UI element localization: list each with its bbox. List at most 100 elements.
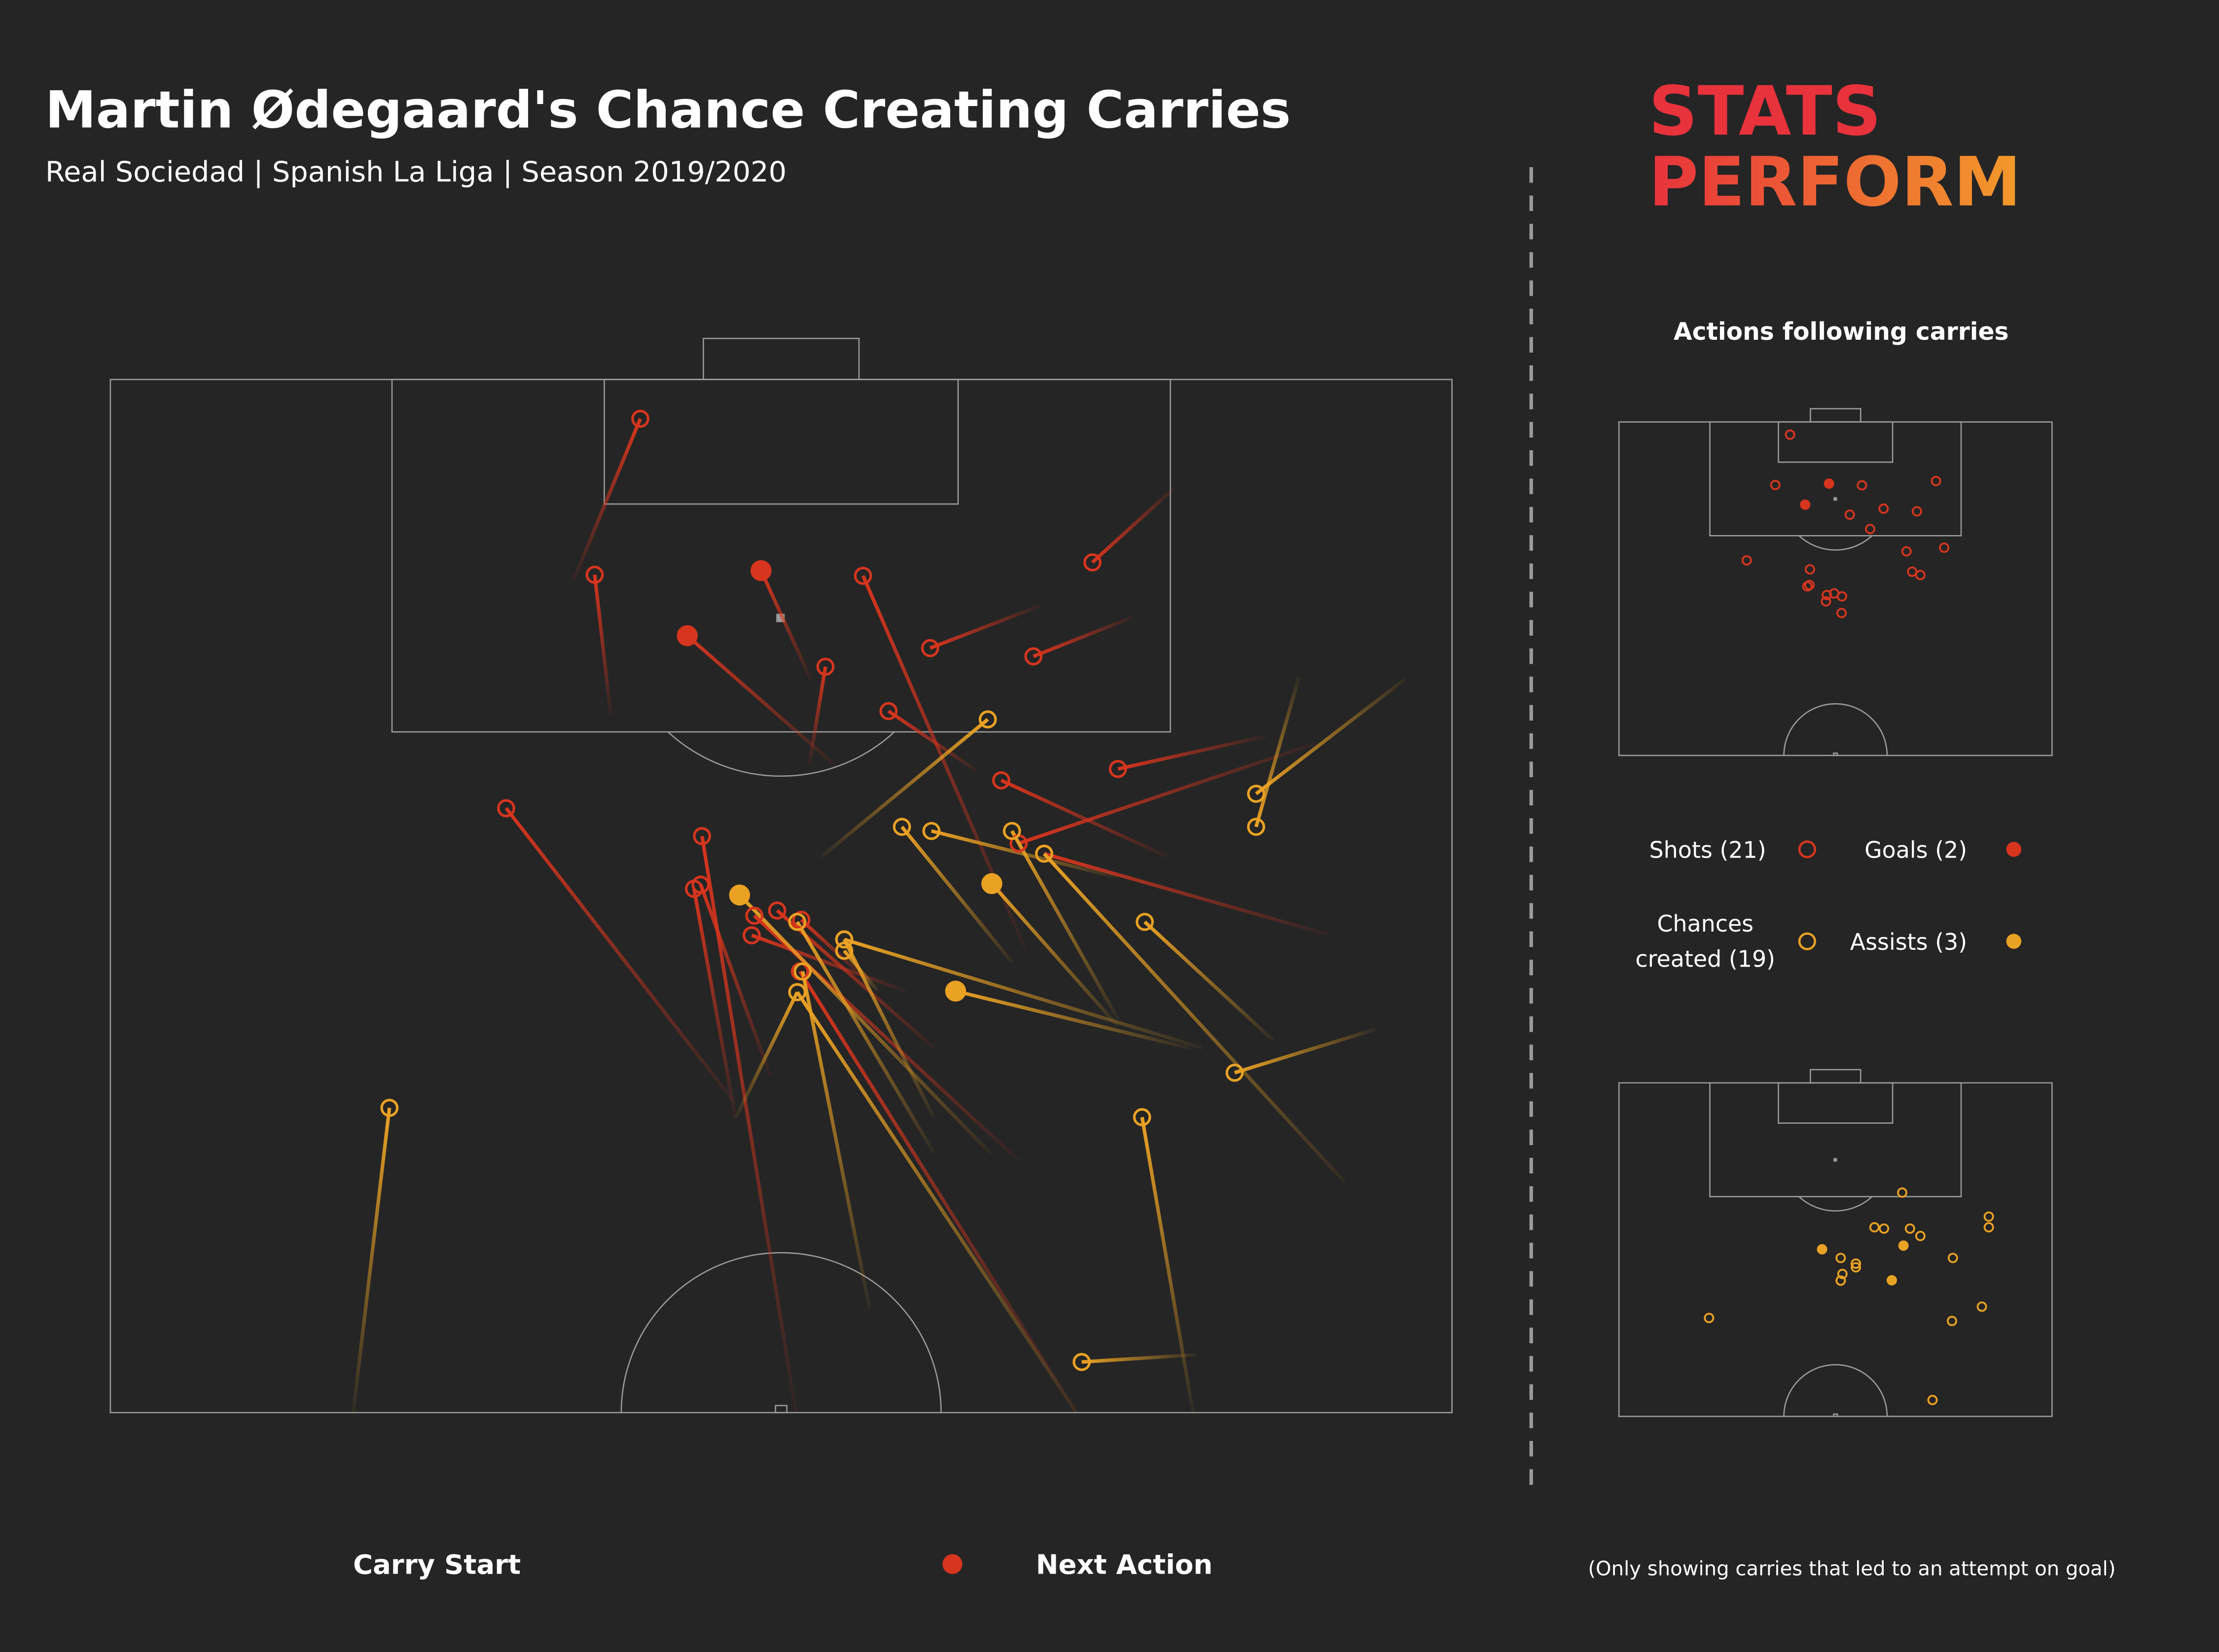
inset-action: [1785, 429, 1795, 440]
carry-line: [734, 991, 799, 1119]
carry-line: [692, 888, 738, 1119]
inset-action: [1898, 1240, 1909, 1251]
inset-action: [1821, 596, 1831, 607]
subtitle: Real Sociedad | Spanish La Liga | Season…: [45, 155, 787, 188]
carry-line: [759, 570, 813, 680]
carry-line: [1117, 734, 1267, 771]
next-action: [992, 771, 1010, 790]
next-action: [768, 901, 787, 920]
carry-line: [844, 937, 1203, 1050]
legend-marker: [1798, 840, 1816, 859]
next-action: [1136, 913, 1154, 931]
carry-line: [1081, 1353, 1196, 1364]
next-action: [745, 906, 764, 925]
inset-action: [1947, 1253, 1958, 1263]
next-action: [1133, 1108, 1151, 1126]
carry-line: [593, 575, 613, 716]
inset-action: [1907, 566, 1918, 577]
legend-marker: [2006, 842, 2022, 857]
inset-action: [1835, 1275, 1846, 1286]
carry-line: [738, 894, 992, 1155]
inset-action: [1869, 1222, 1880, 1233]
carry-line: [1144, 920, 1275, 1042]
next-action: [1247, 818, 1265, 836]
inset-action: [1939, 542, 1950, 553]
carry-line: [990, 882, 1119, 1028]
carry-line: [751, 934, 907, 993]
carry-line: [699, 884, 772, 1077]
next-action: [1024, 647, 1043, 666]
inset-action: [1704, 1313, 1715, 1324]
carry-line: [1042, 852, 1346, 1184]
inset-action: [1770, 479, 1781, 490]
carries: Shots (21) Goals (2) Chances created (19) As…: [351, 409, 2022, 1414]
inset-action: [1857, 480, 1867, 491]
next-action: [1247, 785, 1265, 803]
next-action: [1035, 844, 1053, 863]
carry-line: [795, 921, 936, 1154]
note: (Only showing carries that led to an att…: [1588, 1558, 2115, 1580]
legend-marker: [2006, 934, 2022, 949]
next-action: [729, 884, 751, 906]
legend-marker: [1798, 932, 1816, 950]
legend-label: Shots (21): [1649, 837, 1766, 863]
carry-line: [504, 807, 737, 1105]
inset-action: [1800, 499, 1811, 510]
carry-line: [900, 826, 1013, 964]
inset-action: [1983, 1211, 1994, 1222]
carry-line: [955, 989, 1190, 1050]
next-action: [677, 625, 698, 646]
inset-title: Actions following carries: [1674, 318, 2009, 346]
next-action: [1002, 822, 1021, 840]
carry-line: [1254, 676, 1301, 827]
next-action: [835, 941, 854, 960]
carry-line: [842, 938, 936, 1119]
legend-label: Assists (3): [1850, 929, 1967, 955]
carry-line: [351, 1108, 392, 1413]
next-action: [921, 639, 939, 657]
inset-action: [1983, 1222, 1994, 1233]
carry-lines: [351, 418, 1406, 1414]
carry-line: [1018, 741, 1317, 845]
next-action: [816, 657, 835, 676]
next-action: [793, 962, 812, 981]
next-action: [788, 983, 807, 1002]
next-action: [835, 930, 854, 949]
inset-action: [1837, 1268, 1848, 1279]
inset-action: [1901, 546, 1912, 557]
carry-line: [1000, 779, 1169, 859]
next-action: [585, 566, 604, 584]
next-action: [1073, 1353, 1091, 1371]
inset-action: [1976, 1301, 1987, 1312]
carry-line: [1010, 830, 1120, 1020]
inset-action: [1836, 591, 1847, 602]
carry-line: [798, 970, 1078, 1414]
inset-action: [1927, 1395, 1938, 1405]
legend-label: Chances created (19): [1635, 910, 1775, 972]
carry-line: [572, 418, 642, 582]
inset-action: [1931, 475, 1941, 486]
carry-line: [807, 666, 827, 765]
carry-ends: [380, 409, 1994, 1405]
logo-line1: STATS: [1648, 72, 1881, 151]
next-action: [751, 560, 772, 581]
next-action: [691, 875, 710, 894]
inset-action: [1915, 570, 1926, 580]
carry-line: [1234, 1027, 1376, 1075]
inset-action: [1904, 1223, 1915, 1234]
inset-action: [1804, 564, 1815, 575]
next-action: [945, 980, 966, 1002]
next-action: [854, 567, 872, 585]
carry-line: [887, 710, 978, 773]
inset-action: [1851, 1258, 1861, 1269]
inset-action: [1886, 1275, 1897, 1286]
next-action: [1083, 553, 1102, 572]
next-action: [1225, 1063, 1244, 1082]
next-action: [1109, 760, 1127, 778]
inset-action: [1817, 1244, 1827, 1255]
carry-line: [795, 991, 1078, 1414]
carry-line: [929, 604, 1041, 650]
legend-end: Next Action: [1036, 1549, 1213, 1580]
